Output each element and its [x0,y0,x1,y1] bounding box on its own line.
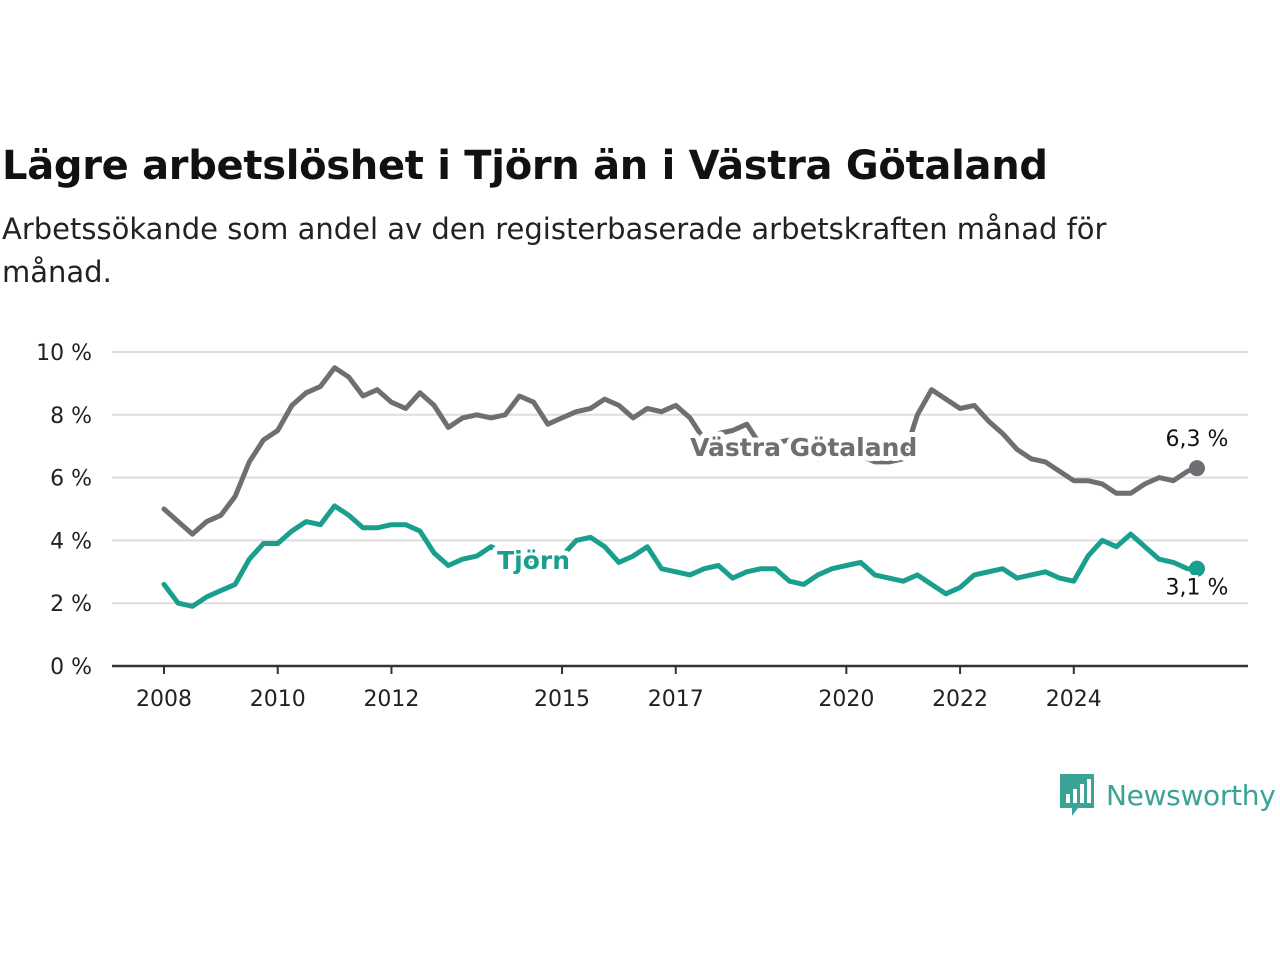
series-end-point [1189,560,1205,577]
y-axis-tick-labels: 0 % 2 % 4 % 6 % 8 % 10 % [36,341,92,680]
logo-text: Newsworthy [1106,778,1276,812]
y-tick-label: 10 % [36,341,92,366]
series-name-label: Västra Götaland [690,433,917,462]
series-end-label: 6,3 % [1166,427,1229,452]
y-tick-label: 2 % [50,592,92,617]
series-name-label: Tjörn [497,546,570,575]
bar-chart-speech-bubble-icon [1060,774,1094,816]
chart-subtitle: Arbetssökande som andel av den registerb… [2,212,1107,289]
x-tick-label: 2008 [136,687,192,712]
newsworthy-logo: Newsworthy [1058,772,1276,818]
y-tick-label: 0 % [50,655,92,680]
series-end-point [1189,460,1205,477]
x-axis: 2008 2010 2012 2015 2017 2020 2022 2024 [112,664,1248,712]
series-line [161,365,1200,537]
y-gridlines [112,351,1248,605]
y-tick-label: 4 % [50,529,92,554]
x-tick-label: 2017 [648,687,704,712]
series-labels: 6,3 % Västra Götaland 3,1 % Tjörn [492,424,1231,603]
x-tick-label: 2015 [534,687,590,712]
series-end-label: 3,1 % [1166,576,1229,601]
x-tick-label: 2022 [932,687,988,712]
line-chart: 0 % 2 % 4 % 6 % 8 % 10 % 2008 2010 2012 2015 2017… [36,341,1248,712]
y-tick-label: 8 % [50,404,92,429]
x-tick-label: 2012 [363,687,419,712]
y-tick-label: 6 % [50,467,92,492]
chart-title: Lägre arbetslöshet i Tjörn än i Västra G… [2,143,1048,189]
x-tick-label: 2024 [1046,687,1102,712]
x-tick-label: 2010 [250,687,306,712]
series-lines [161,365,1205,609]
series-line [161,503,1200,609]
x-tick-label: 2020 [818,687,874,712]
